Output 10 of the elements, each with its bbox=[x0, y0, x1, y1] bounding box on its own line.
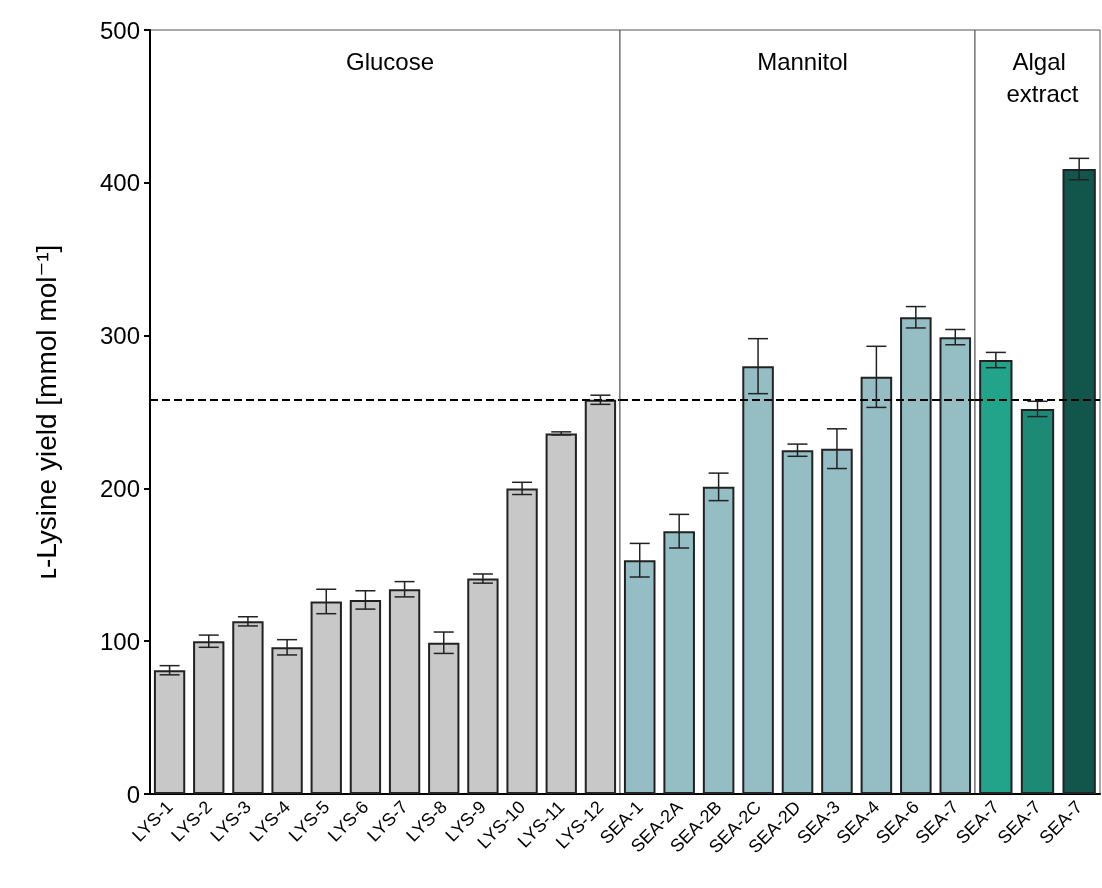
text: Algal extract bbox=[1006, 47, 1079, 107]
y-tick-label: 500 bbox=[99, 16, 140, 44]
y-tick-label: 0 bbox=[126, 780, 140, 808]
text: Glucose bbox=[345, 47, 435, 75]
y-tick-label: 200 bbox=[99, 474, 140, 502]
y-axis-title: ʟ-Lysine yield [mmol mol⁻¹] bbox=[30, 244, 62, 580]
y-tick-label: 400 bbox=[99, 169, 140, 197]
y-tick-label: 300 bbox=[99, 322, 140, 350]
text: Mannitol bbox=[757, 47, 848, 75]
y-tick-label: 100 bbox=[99, 627, 140, 655]
